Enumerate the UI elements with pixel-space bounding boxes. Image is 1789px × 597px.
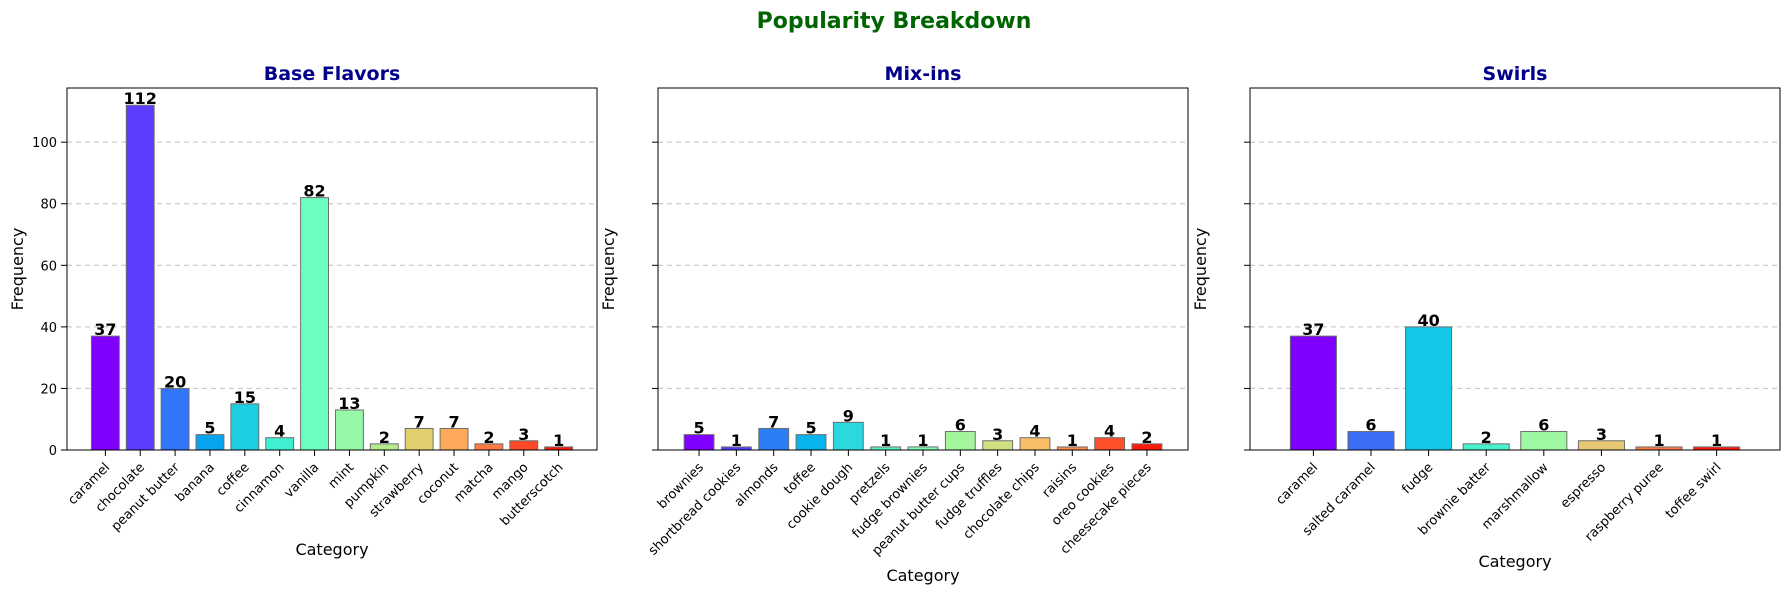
bar-value-label: 3 (992, 425, 1003, 444)
bar-value-label: 7 (768, 412, 779, 431)
bar-value-label: 20 (164, 372, 186, 391)
bar-value-label: 1 (1653, 431, 1664, 450)
bar (832, 421, 864, 451)
bar (160, 387, 190, 451)
bar-value-label: 4 (1104, 422, 1115, 441)
x-axis-label: Category (1478, 552, 1551, 571)
x-tick-label: matcha (451, 460, 496, 505)
x-tick-label: espresso (1558, 460, 1609, 511)
bar-value-label: 2 (379, 428, 390, 447)
bar-value-label: 3 (1596, 425, 1607, 444)
figure-suptitle: Popularity Breakdown (757, 9, 1032, 34)
x-tick-label: vanilla (282, 460, 323, 501)
bar-value-label: 37 (1302, 320, 1324, 339)
bar (439, 427, 469, 451)
bar-value-label: 3 (518, 425, 529, 444)
x-tick-label: banana (173, 460, 218, 505)
x-tick-label: caramel (1273, 460, 1321, 508)
bar-value-label: 1 (553, 431, 564, 450)
bar-value-label: 37 (94, 320, 116, 339)
bar-value-label: 4 (274, 422, 285, 441)
x-tick-label: fudge (1399, 460, 1436, 497)
bar (404, 427, 434, 451)
bar-value-label: 1 (731, 431, 742, 450)
y-axis-label: Frequency (1191, 228, 1210, 311)
y-tick-label: 0 (49, 444, 57, 459)
bar-value-label: 1 (880, 431, 891, 450)
bar-value-label: 2 (1141, 428, 1152, 447)
bar-value-label: 6 (1538, 416, 1549, 435)
bar-value-label: 6 (955, 416, 966, 435)
bar-value-label: 5 (204, 419, 215, 438)
bar (1289, 335, 1337, 451)
bar-value-label: 15 (234, 388, 256, 407)
bar-value-label: 1 (1711, 431, 1722, 450)
bar-value-label: 2 (483, 428, 494, 447)
y-tick-label: 100 (32, 136, 57, 151)
bar-value-label: 5 (805, 419, 816, 438)
x-tick-label: mint (326, 460, 358, 492)
bar-value-label: 6 (1365, 416, 1376, 435)
bar-value-label: 13 (338, 394, 360, 413)
bar-value-label: 82 (303, 182, 325, 201)
y-tick-label: 80 (40, 198, 57, 213)
bar-value-label: 9 (843, 406, 854, 425)
bar (230, 403, 260, 451)
x-tick-label: toffee swirl (1663, 460, 1725, 522)
axes-frame (1249, 87, 1781, 451)
x-axis-label: Category (295, 540, 368, 559)
bar-value-label: 5 (693, 419, 704, 438)
y-tick-label: 60 (40, 259, 57, 274)
bar-value-label: 40 (1417, 311, 1439, 330)
bar (125, 104, 155, 451)
panel-title: Swirls (1483, 63, 1548, 85)
bar (758, 427, 790, 451)
bar-value-label: 1 (1067, 431, 1078, 450)
bar-value-label: 4 (1029, 422, 1040, 441)
y-axis-label: Frequency (599, 228, 618, 311)
bar-value-label: 2 (1481, 428, 1492, 447)
y-tick-label: 20 (40, 382, 57, 397)
bar (1405, 326, 1453, 451)
bar (334, 409, 364, 451)
panel-title: Mix-ins (885, 63, 962, 85)
bar (300, 197, 330, 451)
panel-title: Base Flavors (264, 63, 401, 85)
bar-value-label: 7 (448, 412, 459, 431)
x-tick-label: cookie dough (784, 460, 856, 532)
bar-value-label: 112 (124, 89, 157, 108)
axes-frame (66, 87, 598, 451)
y-tick-label: 40 (40, 321, 57, 336)
x-axis-label: Category (886, 566, 959, 585)
bar-value-label: 1 (917, 431, 928, 450)
y-axis-label: Frequency (8, 228, 27, 311)
bar (90, 335, 120, 451)
bar-value-label: 7 (414, 412, 425, 431)
x-tick-label: butterscotch (498, 460, 567, 529)
